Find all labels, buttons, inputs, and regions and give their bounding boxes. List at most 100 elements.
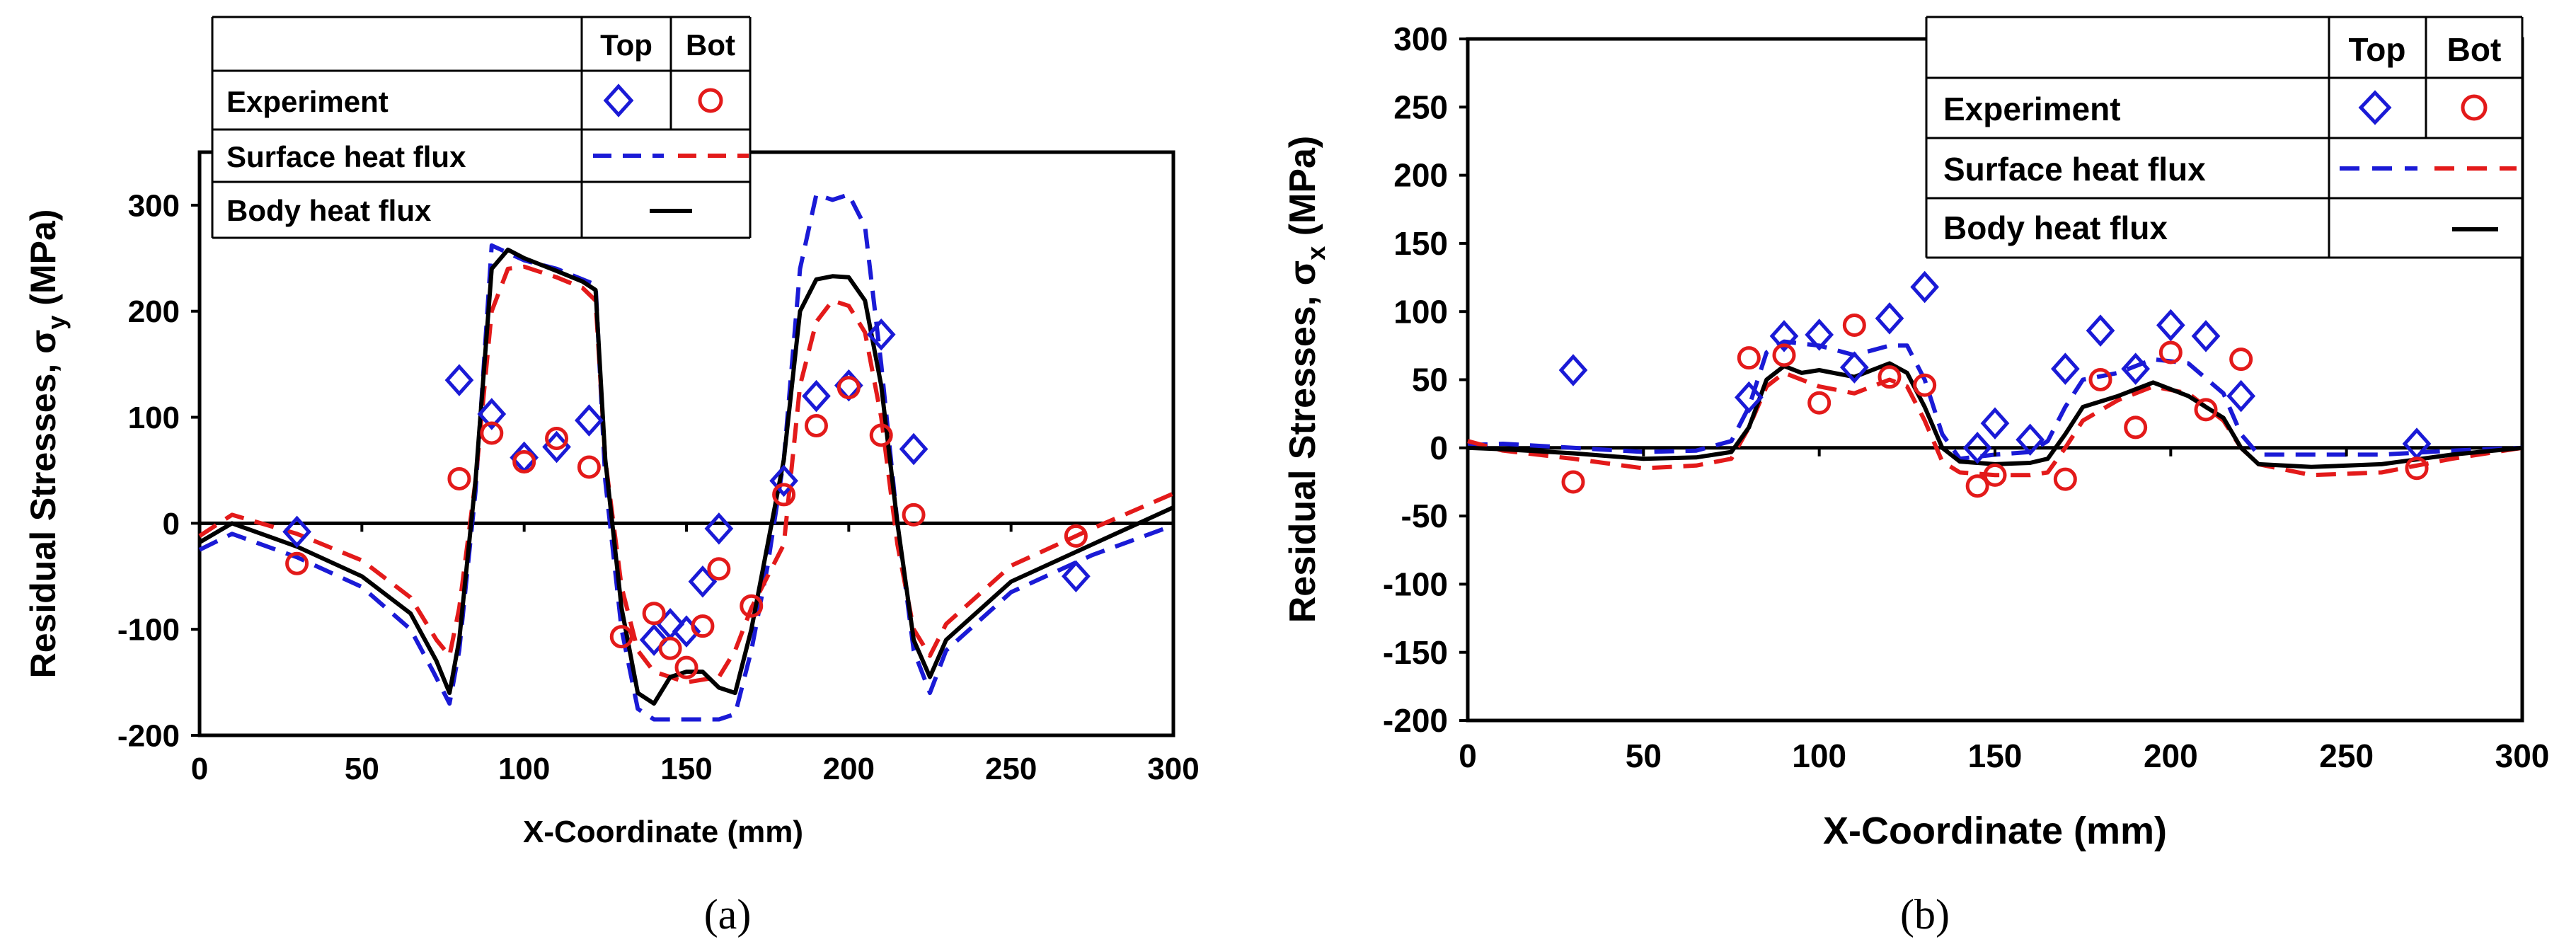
- y-tick-label: 0: [163, 507, 180, 541]
- data-point-circle: [1842, 313, 1866, 337]
- legend-header-top-a: Top: [600, 28, 652, 62]
- x-tick-label: 200: [823, 752, 875, 786]
- x-tick-labels-a: 0 50 100 150 200 250 300: [191, 523, 1200, 786]
- chart-panel-a: 0 50 100 150 200 250 300 -200 -100 0 100 200 300 X-…: [23, 16, 1200, 938]
- data-point-diamond: [2156, 309, 2185, 342]
- legend-circle-marker-a: [698, 88, 723, 113]
- y-tick-label: -200: [1383, 702, 1448, 739]
- data-point-diamond: [444, 364, 474, 396]
- x-tick-label: 150: [660, 752, 712, 786]
- y-tick-label: 200: [128, 294, 180, 329]
- data-point-diamond: [2191, 320, 2221, 352]
- x-tick-label: 0: [191, 752, 208, 786]
- data-point-diamond: [866, 318, 896, 351]
- data-point-circle: [642, 602, 666, 626]
- data-point-circle: [674, 655, 698, 679]
- data-point-diamond: [2050, 352, 2080, 385]
- legend-diamond-marker-b: [2358, 90, 2392, 125]
- data-point-circle: [804, 414, 828, 438]
- y-tick-label: 250: [1393, 88, 1448, 125]
- plot-area-a: [197, 150, 1175, 737]
- data-point-circle: [1737, 346, 1761, 370]
- y-tick-label: -100: [117, 613, 180, 648]
- data-point-diamond: [1769, 320, 1799, 352]
- data-point-circle: [707, 557, 731, 581]
- data-point-circle: [512, 449, 536, 473]
- x-tick-label: 300: [1147, 752, 1199, 786]
- y-tick-label: 300: [128, 188, 180, 223]
- x-tick-label: 50: [345, 752, 379, 786]
- x-tick-label: 150: [1968, 737, 2023, 774]
- y-tick-label: 0: [1430, 430, 1448, 466]
- data-point-diamond: [802, 379, 831, 413]
- data-point-circle: [2053, 467, 2077, 491]
- y-tick-label: 300: [1393, 21, 1448, 57]
- data-point-diamond: [1962, 432, 1992, 464]
- y-axis-title-b: Residual Stresses, σx (MPa): [1282, 136, 1330, 624]
- series-group-b: [1467, 270, 2523, 498]
- legend-b: Top Bot Experiment Surface heat flux Bod…: [1925, 16, 2524, 259]
- legend-header-top-b: Top: [2349, 31, 2406, 68]
- x-tick-label: 100: [1792, 737, 1846, 774]
- legend-circle-marker-b: [2461, 94, 2488, 121]
- series-line-surface-heat-flux-bot: [198, 264, 1175, 685]
- legend-label-experiment-a: Experiment: [226, 85, 389, 118]
- data-point-circle: [772, 483, 796, 507]
- x-axis-title-b: X-Coordinate (mm): [1823, 810, 2167, 852]
- data-point-circle: [1561, 470, 1585, 494]
- data-point-circle: [285, 551, 309, 575]
- series-group-a: [198, 192, 1175, 722]
- data-point-circle: [658, 636, 682, 660]
- data-point-circle: [480, 421, 504, 445]
- data-point-diamond: [1980, 407, 2010, 440]
- legend-a: Top Bot Experiment Surface heat flux Bod…: [211, 16, 752, 239]
- data-point-circle: [2088, 368, 2112, 391]
- data-point-circle: [545, 427, 569, 451]
- data-point-circle: [836, 376, 861, 400]
- x-tick-label: 300: [2495, 737, 2550, 774]
- x-tick-label: 0: [1459, 737, 1477, 774]
- chart-panel-b: 0 50 100 150 200 250 300 -200 -150 -100 -50 0 50 100…: [1282, 16, 2550, 938]
- y-tick-labels-b: -200 -150 -100 -50 0 50 100 150 200 250 300: [1383, 21, 1468, 739]
- x-tick-label: 250: [2319, 737, 2374, 774]
- y-tick-label: 50: [1412, 362, 1448, 398]
- legend-label-surface-b: Surface heat flux: [1943, 151, 2206, 188]
- data-point-circle: [2124, 415, 2148, 440]
- panel-caption-a: (a): [704, 891, 752, 938]
- data-point-circle: [447, 466, 471, 490]
- data-point-circle: [577, 455, 601, 479]
- y-tick-label: 100: [1393, 293, 1448, 330]
- data-point-diamond: [2226, 379, 2256, 413]
- data-point-diamond: [769, 464, 798, 498]
- legend-diamond-marker-a: [603, 84, 634, 117]
- panel-caption-b: (b): [1900, 891, 1950, 938]
- y-tick-label: 200: [1393, 157, 1448, 194]
- data-point-circle: [1807, 391, 1832, 415]
- data-point-diamond: [282, 515, 311, 548]
- legend-header-bot-b: Bot: [2447, 31, 2502, 68]
- data-point-circle: [1983, 463, 2007, 487]
- data-point-diamond: [899, 432, 928, 466]
- data-point-circle: [1965, 474, 1989, 498]
- data-point-diamond: [477, 398, 507, 430]
- data-point-diamond: [1805, 318, 1834, 351]
- data-point-diamond: [575, 404, 604, 437]
- data-point-circle: [1772, 343, 1796, 367]
- data-point-circle: [902, 502, 926, 527]
- legend-label-experiment-b: Experiment: [1943, 91, 2121, 127]
- data-point-circle: [2405, 456, 2429, 481]
- data-point-circle: [1064, 524, 1088, 548]
- y-tick-label: -200: [117, 718, 180, 753]
- data-point-circle: [2158, 340, 2183, 364]
- legend-header-bot-a: Bot: [686, 28, 735, 62]
- x-tick-label: 100: [498, 752, 550, 786]
- y-tick-label: -150: [1383, 634, 1448, 671]
- data-point-diamond: [1839, 351, 1869, 384]
- x-tick-labels-b: 0 50 100 150 200 250 300: [1459, 447, 2550, 774]
- y-tick-label: 100: [128, 401, 180, 435]
- data-point-diamond: [1734, 381, 1764, 414]
- x-tick-label: 250: [985, 752, 1037, 786]
- data-point-circle: [740, 594, 764, 618]
- x-tick-label: 50: [1626, 737, 1662, 774]
- data-point-diamond: [2086, 314, 2115, 347]
